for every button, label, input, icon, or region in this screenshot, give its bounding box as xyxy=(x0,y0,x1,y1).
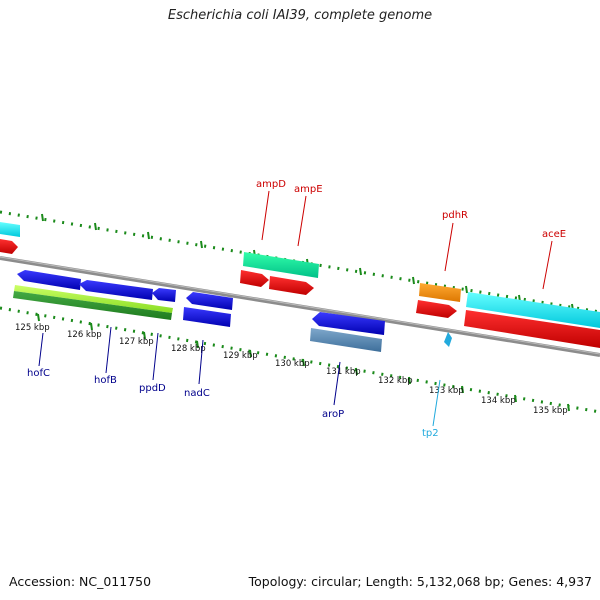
lower-major-tick xyxy=(143,331,146,340)
leader-ampE xyxy=(297,195,307,247)
leader-aroP xyxy=(333,361,341,406)
leader-tp2 xyxy=(432,379,441,427)
lower-major-tick xyxy=(355,367,358,376)
leader-hofB xyxy=(105,326,112,374)
kbp-labels: 125 kbp 126 kbp 127 kbp 128 kbp 129 kbp … xyxy=(15,323,568,416)
gene-orange[interactable] xyxy=(419,283,461,302)
reverse-strand-features xyxy=(13,270,452,352)
gene-label-hofC[interactable]: hofC xyxy=(27,368,50,379)
gene-ampE[interactable] xyxy=(269,276,314,295)
forward-strand-features xyxy=(0,222,600,348)
gene-label-pdhR[interactable]: pdhR xyxy=(442,210,468,221)
gene-nadC[interactable] xyxy=(186,292,233,310)
leader-ampD xyxy=(261,190,270,241)
lower-major-tick xyxy=(408,376,411,385)
gene-ampD[interactable] xyxy=(240,270,269,287)
tick-label: 125 kbp xyxy=(15,323,50,333)
lower-major-tick xyxy=(461,385,464,394)
upper-major-tick xyxy=(147,231,150,240)
upper-major-tick xyxy=(359,267,362,276)
tick-label: 135 kbp xyxy=(533,406,568,416)
gene-label-ampD[interactable]: ampD xyxy=(256,179,286,190)
lower-tick-track xyxy=(0,306,600,414)
upper-major-tick xyxy=(41,213,44,222)
map-title: Escherichia coli IAI39, complete genome xyxy=(167,8,433,23)
gene-label-ppdD[interactable]: ppdD xyxy=(139,383,166,394)
lower-major-tick xyxy=(514,394,517,403)
gene-label-aceE[interactable]: aceE xyxy=(542,229,566,240)
lower-major-tick xyxy=(90,322,93,331)
tick-label: 131 kbp xyxy=(326,367,361,377)
gene-steel-blue[interactable] xyxy=(310,328,382,352)
genome-axis xyxy=(0,256,600,357)
gene-label-tp2[interactable]: tp2 xyxy=(422,428,439,439)
upper-major-tick xyxy=(200,240,203,249)
gene-hofB[interactable] xyxy=(79,280,153,300)
gene-ppdD[interactable] xyxy=(152,288,176,302)
gene-red-left-edge[interactable] xyxy=(0,239,18,254)
upper-major-tick xyxy=(94,222,97,231)
lower-major-tick xyxy=(249,349,252,358)
upper-major-tick xyxy=(465,285,468,294)
gene-label-nadC[interactable]: nadC xyxy=(184,388,210,399)
leader-nadC xyxy=(198,339,204,385)
genome-summary: Topology: circular; Length: 5,132,068 bp… xyxy=(248,574,592,589)
accession-text: Accession: NC_011750 xyxy=(9,574,152,589)
tick-label: 128 kbp xyxy=(171,344,206,354)
leader-pdhR xyxy=(444,222,454,272)
gene-label-ampE[interactable]: ampE xyxy=(294,184,323,195)
tick-label: 130 kbp xyxy=(275,359,310,369)
lower-major-tick xyxy=(37,313,40,322)
lower-major-tick xyxy=(567,403,570,412)
tick-label: 129 kbp xyxy=(223,351,258,361)
gene-teal-ampD-region[interactable] xyxy=(243,252,319,278)
gene-tp2[interactable] xyxy=(444,332,452,347)
gene-lime-band[interactable] xyxy=(14,285,173,313)
upper-major-tick xyxy=(412,276,415,285)
gene-hofC[interactable] xyxy=(17,270,81,290)
tick-label: 133 kbp xyxy=(429,386,464,396)
tick-label: 132 kbp xyxy=(378,376,413,386)
genome-axis-highlight xyxy=(0,256,600,355)
tick-label: 134 kbp xyxy=(481,396,516,406)
lower-major-tick xyxy=(302,358,305,367)
gene-label-hofB[interactable]: hofB xyxy=(94,375,117,386)
lower-major-tick xyxy=(196,340,199,349)
gene-green-band[interactable] xyxy=(13,291,172,320)
leader-aceE xyxy=(542,240,553,290)
leader-lines xyxy=(38,190,553,427)
gene-label-aroP[interactable]: aroP xyxy=(322,409,344,420)
gene-pdhR[interactable] xyxy=(416,300,457,318)
gene-cyan-right[interactable] xyxy=(466,292,600,328)
gene-blue-lower[interactable] xyxy=(183,307,231,327)
leader-hofC xyxy=(38,332,44,367)
gene-aroP[interactable] xyxy=(312,312,385,335)
tick-label: 127 kbp xyxy=(119,337,154,347)
gene-aceE[interactable] xyxy=(464,310,600,348)
gene-cyan-left-edge[interactable] xyxy=(0,222,20,237)
tick-label: 126 kbp xyxy=(67,330,102,340)
leader-ppdD xyxy=(152,332,159,381)
gene-labels: ampD ampE pdhR aceE hofC hofB ppdD nadC … xyxy=(27,179,566,439)
